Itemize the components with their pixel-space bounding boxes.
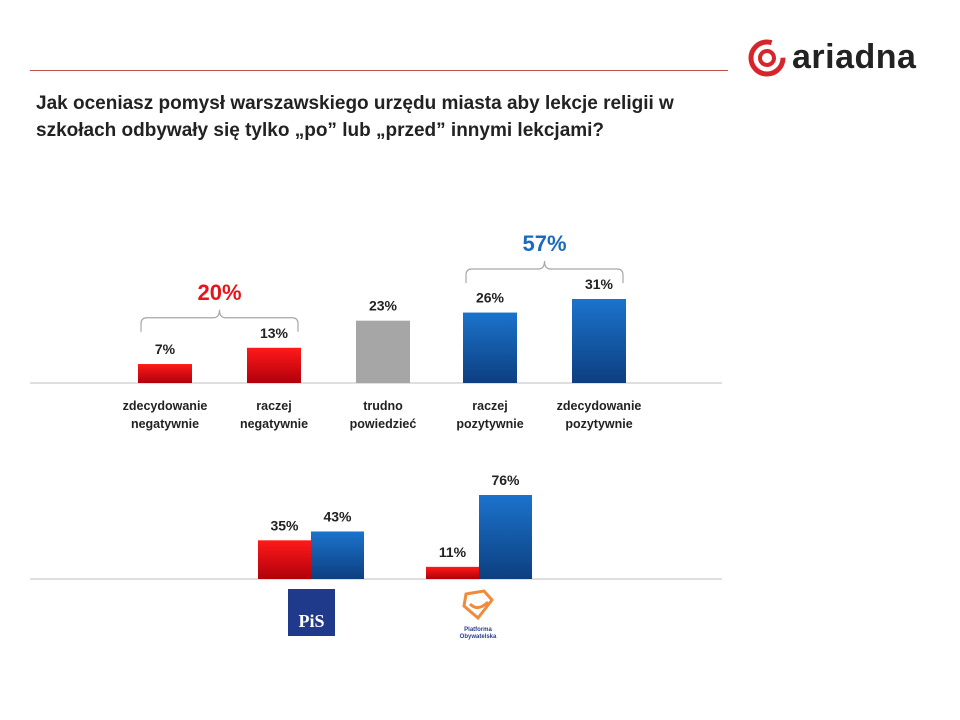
ariadna-logo: ariadna xyxy=(748,38,916,77)
data-label-3: 26% xyxy=(476,290,505,306)
data-label-1: 13% xyxy=(260,325,289,341)
question-title: Jak oceniasz pomysł warszawskiego urzędu… xyxy=(36,93,674,141)
bar-2 xyxy=(356,320,410,383)
party-bar-1-1 xyxy=(479,495,532,579)
bar-1 xyxy=(247,347,301,383)
ariadna-spiral-icon xyxy=(748,39,786,76)
po-heart-icon xyxy=(462,589,494,621)
party-data-label-1-1: 76% xyxy=(491,472,520,488)
party-data-label-0-1: 43% xyxy=(323,508,352,524)
category-label-3: raczej xyxy=(472,399,507,413)
pis-logo-text: PiS xyxy=(298,611,325,631)
group-total-1: 57% xyxy=(522,231,566,256)
bar-3 xyxy=(463,312,517,383)
group-bracket-1 xyxy=(465,260,624,283)
data-label-0: 7% xyxy=(155,341,176,357)
category-label-4: pozytywnie xyxy=(565,417,632,431)
pis-logo: PiS xyxy=(288,589,335,636)
category-label-0: negatywnie xyxy=(131,417,199,431)
header-divider xyxy=(30,70,728,71)
category-label-1: raczej xyxy=(256,399,291,413)
category-label-2: powiedzieć xyxy=(350,417,417,431)
group-total-0: 20% xyxy=(197,280,241,305)
party-data-label-0-0: 35% xyxy=(270,517,299,533)
data-label-4: 31% xyxy=(585,276,614,292)
logo-text: ariadna xyxy=(792,38,917,76)
party-bar-0-0 xyxy=(258,540,311,579)
category-label-4: zdecydowanie xyxy=(557,399,642,413)
party-bar-0-1 xyxy=(311,531,364,579)
bar-0 xyxy=(138,364,192,383)
category-label-3: pozytywnie xyxy=(456,417,523,431)
po-logo: Platforma Obywatelska xyxy=(448,588,508,641)
data-label-2: 23% xyxy=(369,298,398,314)
party-bar-1-0 xyxy=(426,566,479,579)
party-data-label-1-0: 11% xyxy=(439,544,467,560)
category-label-0: zdecydowanie xyxy=(123,399,208,413)
bar-4 xyxy=(572,299,626,383)
po-logo-text: Platforma Obywatelska xyxy=(459,627,497,640)
category-label-1: negatywnie xyxy=(240,417,308,431)
category-label-2: trudno xyxy=(363,399,403,413)
